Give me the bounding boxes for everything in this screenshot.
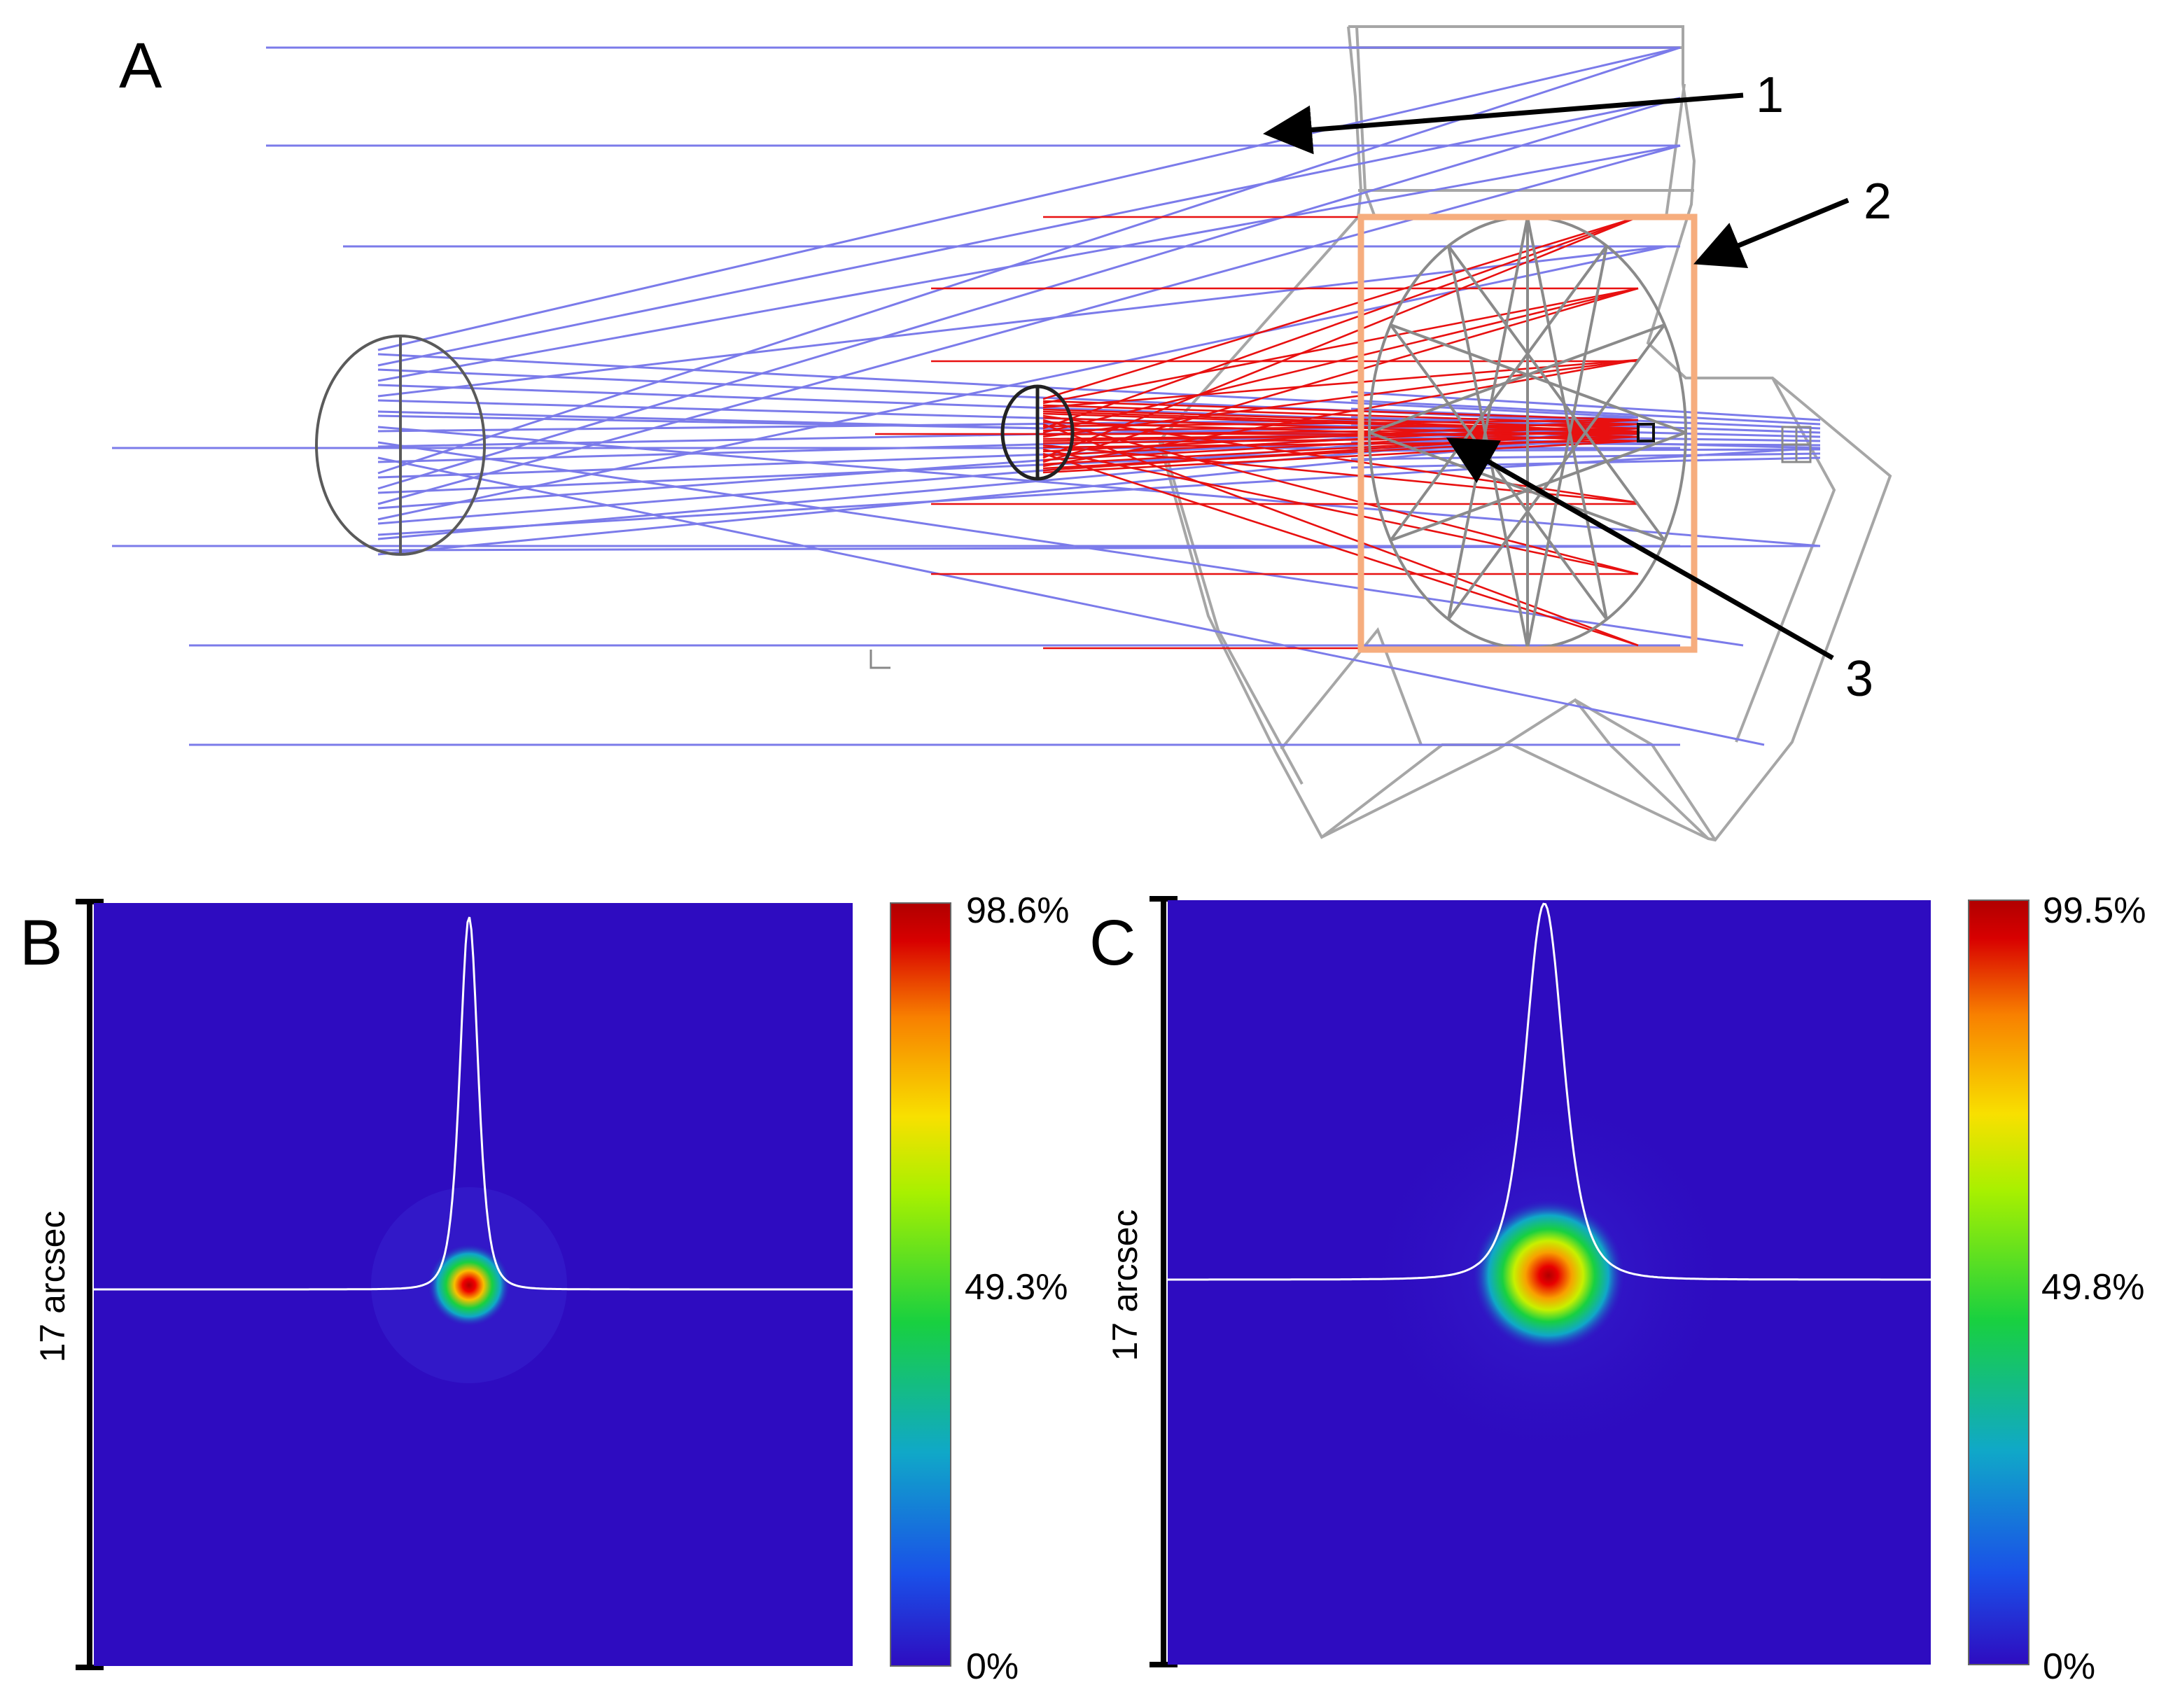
highlight-box [1357,214,1698,653]
colorbar-c [1968,899,2029,1665]
reflected-ray [377,144,1681,382]
colorbar-c-mid: 49.8% [2041,1267,2144,1308]
focus-red-ray [1042,440,1639,474]
fan-red-ray [1042,452,1639,647]
detector-box [1781,426,1812,463]
reflected-ray [377,46,1681,351]
wheel-spoke [1447,216,1529,620]
lower-frame [1320,743,1709,840]
ray-trace-diagram: A [112,25,1892,842]
callout-arrows [1263,92,1850,661]
focus-red-ray [1042,400,1639,421]
psf-panel-c: C 17 arcsec 99.5% 49.8% 0% [1089,890,2146,1687]
scale-label-c: 17 arcsec [1105,1210,1145,1362]
wheel-spoke [1390,323,1686,434]
colorbar-b-mid: 49.3% [965,1267,1068,1308]
callout-2: 2 [1864,174,1892,230]
focus-red-ray [1042,419,1639,453]
wheel-spoke [1526,245,1608,649]
fan-red-ray [1042,216,1639,459]
wheel-spoke [1526,216,1608,620]
fan-red-ray [1042,287,1639,434]
exit-ray [1350,456,1821,469]
lower-strut-left [1280,627,1423,750]
scale-label-b: 17 arcsec [33,1211,72,1363]
wheel-spoke [1390,431,1686,542]
wheel-spoke [1447,323,1666,620]
colorbar-c-max: 99.5% [2043,890,2146,931]
panel-b-label: B [20,907,62,979]
wheel-spoke [1447,245,1666,542]
psf-spot-b [427,1243,511,1327]
psf-profile-b [94,916,853,1291]
colorbar-c-min: 0% [2043,1646,2095,1687]
reflected-ray [377,97,1681,367]
focus-red-ray [1042,427,1639,461]
focus-red-ray [1042,419,1639,428]
right-strut [1735,377,1836,743]
colorbar-b [890,902,951,1667]
callout-3: 3 [1845,651,1873,707]
axis-marker [869,650,890,669]
fan-red-ray [1042,287,1639,463]
secondary-mirror [1000,384,1075,481]
converging-ray [377,427,1639,540]
converging-ray [377,416,1639,510]
psf-profile-c [1168,902,1931,1281]
fan-red-ray [1042,448,1639,575]
fan-red-ray [1042,430,1639,472]
panel-c-label: C [1089,907,1136,979]
reflected-ray [377,144,1681,505]
exit-ray [1350,448,1821,452]
reflected-ray [377,245,1667,398]
secondary-ray-bundle [875,216,1639,650]
reflected-ray [377,545,1821,552]
fan-red-ray [1042,287,1639,405]
fan-red-ray [1042,423,1639,647]
colorbar-b-max: 98.6% [966,890,1069,931]
wheel-spoke [1369,431,1665,542]
callout-1: 1 [1756,67,1784,123]
fan-red-ray [1042,216,1639,400]
colorbar-b-min: 0% [966,1646,1019,1687]
reflected-ray [377,441,1744,647]
panel-a-label: A [119,30,162,102]
fan-red-ray [1042,358,1639,438]
fan-red-ray [1042,216,1639,430]
scale-bar-b [76,899,104,1670]
focus-red-ray [1042,423,1639,457]
wheel-spoke [1369,323,1665,434]
psf-panel-b: B 17 arcsec 98.6% 49.3% 0% [20,890,1069,1687]
fan-red-ray [1042,410,1639,433]
exit-ray [1350,452,1821,461]
psf-spot-c [1472,1198,1626,1352]
focal-plane-marker [1637,423,1655,442]
exit-ray [1350,399,1821,426]
reflected-ray [377,97,1681,490]
primary-mirror [315,335,486,556]
wheel-spoke [1389,245,1608,542]
